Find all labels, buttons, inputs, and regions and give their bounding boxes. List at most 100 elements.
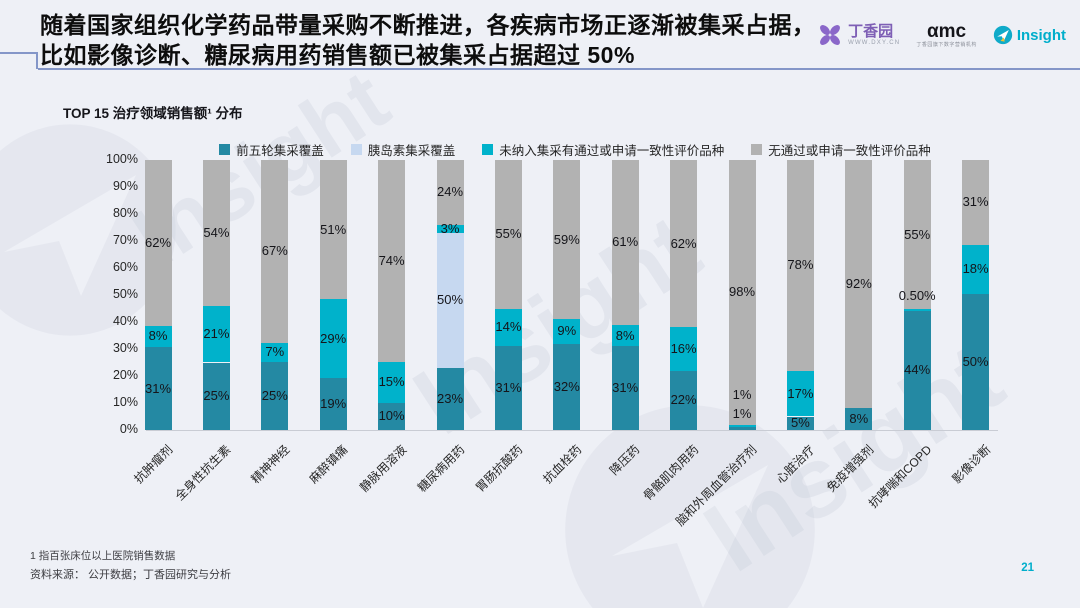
bar-segment [436,224,464,233]
bar-segment [261,342,289,362]
bar-value-label: 55% [904,226,931,242]
legend-label: 前五轮集采覆盖 [236,144,324,158]
bar-segment [728,427,756,430]
insight-logo-text: Insight [1016,26,1066,44]
decorative-line [0,52,37,54]
bar-value-label: 1% [732,406,752,422]
legend-label: 胰岛素集采覆盖 [367,144,456,158]
bar-value-label: 98% [728,284,756,300]
y-tick-label: 100% [106,152,138,166]
bar-value-label: 74% [378,252,405,268]
bar-segment [319,378,347,430]
bar-segment [202,160,230,306]
bar-value-label: 50% [962,353,989,369]
bar-segment [144,347,172,430]
y-tick-label: 90% [112,179,138,193]
footnote: 1 指百张床位以上医院销售数据 [30,550,176,562]
bar-segment [611,324,639,347]
x-axis-label: 骨骼肌肉用药 [640,442,701,504]
y-tick-label: 40% [112,314,138,328]
bar-segment [494,160,522,309]
x-axis-label: 影像诊断 [949,442,993,487]
x-axis-label: 静脉用溶液 [356,442,409,495]
bar-value-label: 1% [732,386,752,402]
logo-bar: 丁香园 WWW.DXY.CN αmc 丁香园旗下数字营销机构 Insight [817,22,1066,48]
bar-segment [319,299,347,379]
page-number: 21 [1021,562,1034,574]
bar-value-label: 59% [553,231,580,247]
slide-title: 随着国家组织化学药品带量采购不断推进，各疾病市场正逐渐被集采占据， 比如影像诊断… [40,10,880,70]
legend-label: 无通过或申请一致性评价品种 [768,144,931,158]
bar-segment [553,319,581,344]
bar-value-label: 9% [557,323,577,339]
insight-logo: Insight [993,25,1066,45]
legend-swatch [482,144,494,155]
bar-value-label: 8% [615,327,635,343]
slide-title-line1: 随着国家组织化学药品带量采购不断推进，各疾病市场正逐渐被集采占据， [40,12,816,38]
bar-value-label: 0.50% [898,288,936,304]
bar-value-label: 31% [495,380,522,396]
bar-value-label: 15% [378,374,405,390]
dmc-logo-text: αmc [926,20,967,42]
legend-swatch [350,144,362,155]
legend-item: 无通过或申请一致性评价品种 [751,140,931,159]
bar-segment [611,346,639,430]
bar-value-label: 24% [436,184,464,200]
bar-value-label: 44% [904,362,931,378]
bar-value-label: 8% [849,411,869,427]
bar-value-label: 22% [670,392,697,408]
legend-item: 未纳入集采有通过或申请一致性评价品种 [482,140,724,159]
x-axis-label: 胃肠抗酸药 [473,442,526,495]
bar-value-label: 61% [612,234,639,250]
bar-segment [670,370,698,430]
y-tick-label: 30% [112,341,138,355]
dmc-logo-subtext: 丁香园旗下数字营销机构 [916,41,977,48]
y-tick-label: 60% [112,260,138,274]
bar-segment [494,346,522,430]
bar-segment [786,370,814,417]
bar-segment [261,160,289,343]
bar-value-label: 21% [203,326,230,342]
bar-value-label: 32% [553,378,580,394]
bar-value-label: 62% [670,235,697,251]
decorative-line [36,52,38,69]
bar-value-label: 7% [265,344,285,360]
bar-value-label: 92% [845,276,872,292]
x-axis-label: 抗血栓药 [540,442,585,487]
bar-segment [786,160,814,371]
y-tick-label: 50% [112,287,138,301]
bar-segment [845,160,873,409]
insight-logo-icon [993,25,1012,45]
bar-value-label: 5% [790,415,810,431]
dxy-clover-icon [820,25,841,45]
legend-item: 前五轮集采覆盖 [219,140,324,159]
y-tick-label: 20% [112,368,138,382]
y-tick-label: 70% [112,233,138,247]
bar-value-label: 23% [436,390,464,406]
dxy-logo: 丁香园 WWW.DXY.CN [817,22,900,48]
bar-segment [378,402,406,430]
bar-segment [903,309,931,311]
bar-segment [261,361,289,430]
slide-title-line2: 比如影像诊断、糖尿病用药销售额已被集采占据超过 50% [40,42,635,68]
bar-value-label: 51% [320,221,347,237]
bar-segment [611,160,639,325]
bar-segment [436,160,464,225]
bar-value-label: 18% [962,261,989,277]
bar-value-label: 14% [495,319,522,335]
x-axis-label: 降压药 [607,442,643,478]
bar-segment [903,310,931,430]
bar-segment [494,308,522,347]
chart-legend: 前五轮集采覆盖 胰岛素集采覆盖 未纳入集采有通过或申请一致性评价品种 无通过或申请一致… [150,140,1000,159]
dmc-logo: αmc 丁香园旗下数字营销机构 [916,20,977,48]
x-axis-label: 麻醉镇痛 [306,442,351,487]
bar-segment [786,416,814,430]
bar-segment [378,361,406,403]
bar-value-label: 16% [670,341,697,356]
bar-value-label: 19% [320,396,347,412]
legend-swatch [219,144,231,155]
bar-segment [962,244,990,294]
dxy-logo-text: 丁香园 [848,23,894,40]
bar-segment [436,232,464,368]
